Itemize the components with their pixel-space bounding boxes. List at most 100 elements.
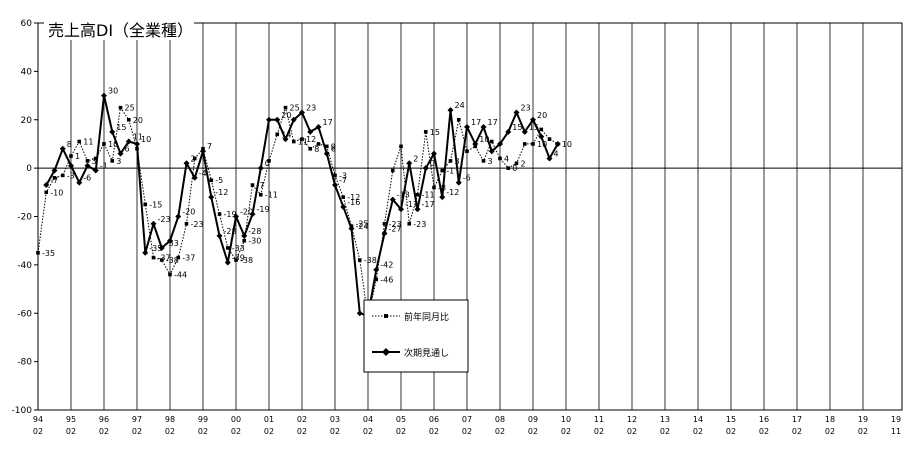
label-yoy: -11 (265, 191, 278, 200)
point-outlook (455, 179, 462, 186)
label-yoy: 10 (108, 140, 118, 149)
label-yoy: -7 (257, 181, 265, 190)
point-outlook (158, 244, 165, 251)
label-outlook: -28 (248, 227, 261, 236)
x-month-label: 02 (363, 427, 373, 436)
x-year-label: 03 (330, 415, 340, 424)
label-outlook: 7 (207, 142, 212, 151)
point-yoy (184, 221, 189, 226)
label-outlook: 15 (529, 123, 539, 132)
point-outlook (398, 206, 404, 213)
x-year-label: 10 (561, 415, 571, 424)
point-outlook (323, 150, 330, 157)
point-yoy (118, 105, 123, 110)
point-outlook (216, 232, 223, 239)
label-yoy: 12 (306, 135, 316, 144)
x-year-label: 08 (495, 415, 505, 424)
x-month-label: 02 (33, 427, 43, 436)
label-yoy: -24 (356, 222, 369, 231)
label-yoy: -33 (232, 244, 245, 253)
label-yoy: 10 (562, 140, 572, 149)
x-month-label: 02 (330, 427, 340, 436)
label-yoy: -23 (191, 220, 204, 229)
point-outlook (307, 128, 314, 135)
label-yoy: 3 (488, 157, 493, 166)
label-outlook: -16 (347, 198, 360, 207)
label-outlook: -17 (405, 200, 418, 209)
x-month-label: 11 (891, 427, 901, 436)
x-month-label: 02 (99, 427, 109, 436)
point-yoy (423, 130, 428, 134)
label-outlook: 30 (108, 87, 118, 96)
label-yoy: 9 (331, 142, 336, 151)
point-outlook (117, 150, 124, 157)
label-yoy: -19 (224, 210, 237, 219)
label-outlook: -7 (339, 176, 347, 185)
point-yoy (102, 142, 106, 146)
x-month-label: 02 (660, 427, 670, 436)
label-yoy: -11 (422, 191, 435, 200)
point-outlook (183, 160, 190, 167)
point-outlook (381, 230, 388, 237)
point-yoy (258, 192, 263, 197)
x-month-label: 02 (132, 427, 142, 436)
point-yoy (151, 255, 156, 260)
label-outlook: 23 (306, 103, 316, 112)
y-tick-label: 0 (26, 164, 32, 174)
point-outlook (59, 145, 66, 152)
label-outlook: -7 (50, 176, 58, 185)
label-yoy: -38 (240, 256, 253, 265)
x-month-label: 02 (726, 427, 736, 436)
label-yoy: 3 (92, 157, 97, 166)
label-outlook: 23 (521, 103, 531, 112)
label-outlook: -12 (446, 188, 459, 197)
label-yoy: -12 (347, 193, 360, 202)
x-year-label: 05 (396, 415, 406, 424)
data-labels: -35-10-311131032520-15-37-38-44-37-23-5-… (42, 87, 572, 324)
point-yoy (506, 166, 511, 170)
point-outlook (431, 150, 437, 157)
point-yoy (275, 132, 280, 137)
point-yoy (44, 190, 49, 195)
label-yoy: -37 (158, 254, 171, 263)
label-outlook: 6 (331, 145, 336, 154)
label-yoy: 25 (290, 104, 300, 113)
point-outlook (472, 140, 479, 147)
point-yoy (300, 137, 304, 141)
point-outlook (332, 182, 338, 189)
label-outlook: 17 (488, 118, 498, 127)
x-month-label: 02 (297, 427, 307, 436)
x-year-label: 18 (825, 415, 835, 424)
x-year-label: 97 (132, 415, 142, 424)
x-year-label: 13 (660, 415, 670, 424)
label-outlook: -4 (199, 169, 207, 178)
x-year-label: 17 (792, 415, 802, 424)
label-outlook: -42 (380, 261, 393, 270)
x-month-label: 02 (759, 427, 769, 436)
label-outlook: -25 (356, 220, 369, 229)
point-yoy (415, 192, 420, 197)
point-yoy (531, 142, 535, 146)
x-year-label: 09 (528, 415, 538, 424)
x-year-label: 98 (165, 415, 175, 424)
point-yoy (481, 159, 486, 163)
point-outlook (51, 167, 58, 174)
label-yoy: 1 (75, 152, 80, 161)
point-yoy (333, 173, 337, 178)
legend-square-marker (384, 314, 388, 318)
point-yoy (399, 144, 403, 149)
x-month-label: 02 (792, 427, 802, 436)
point-yoy (242, 238, 247, 243)
label-yoy: -10 (50, 188, 63, 197)
point-yoy (192, 156, 197, 161)
point-outlook (274, 116, 281, 123)
point-yoy (324, 144, 329, 149)
point-outlook (497, 140, 503, 147)
point-yoy (432, 185, 436, 190)
x-month-label: 02 (495, 427, 505, 436)
label-yoy: 2 (521, 159, 526, 168)
label-outlook: 20 (537, 111, 547, 120)
x-month-label: 02 (825, 427, 835, 436)
label-outlook: -35 (149, 244, 162, 253)
point-outlook (406, 160, 413, 167)
